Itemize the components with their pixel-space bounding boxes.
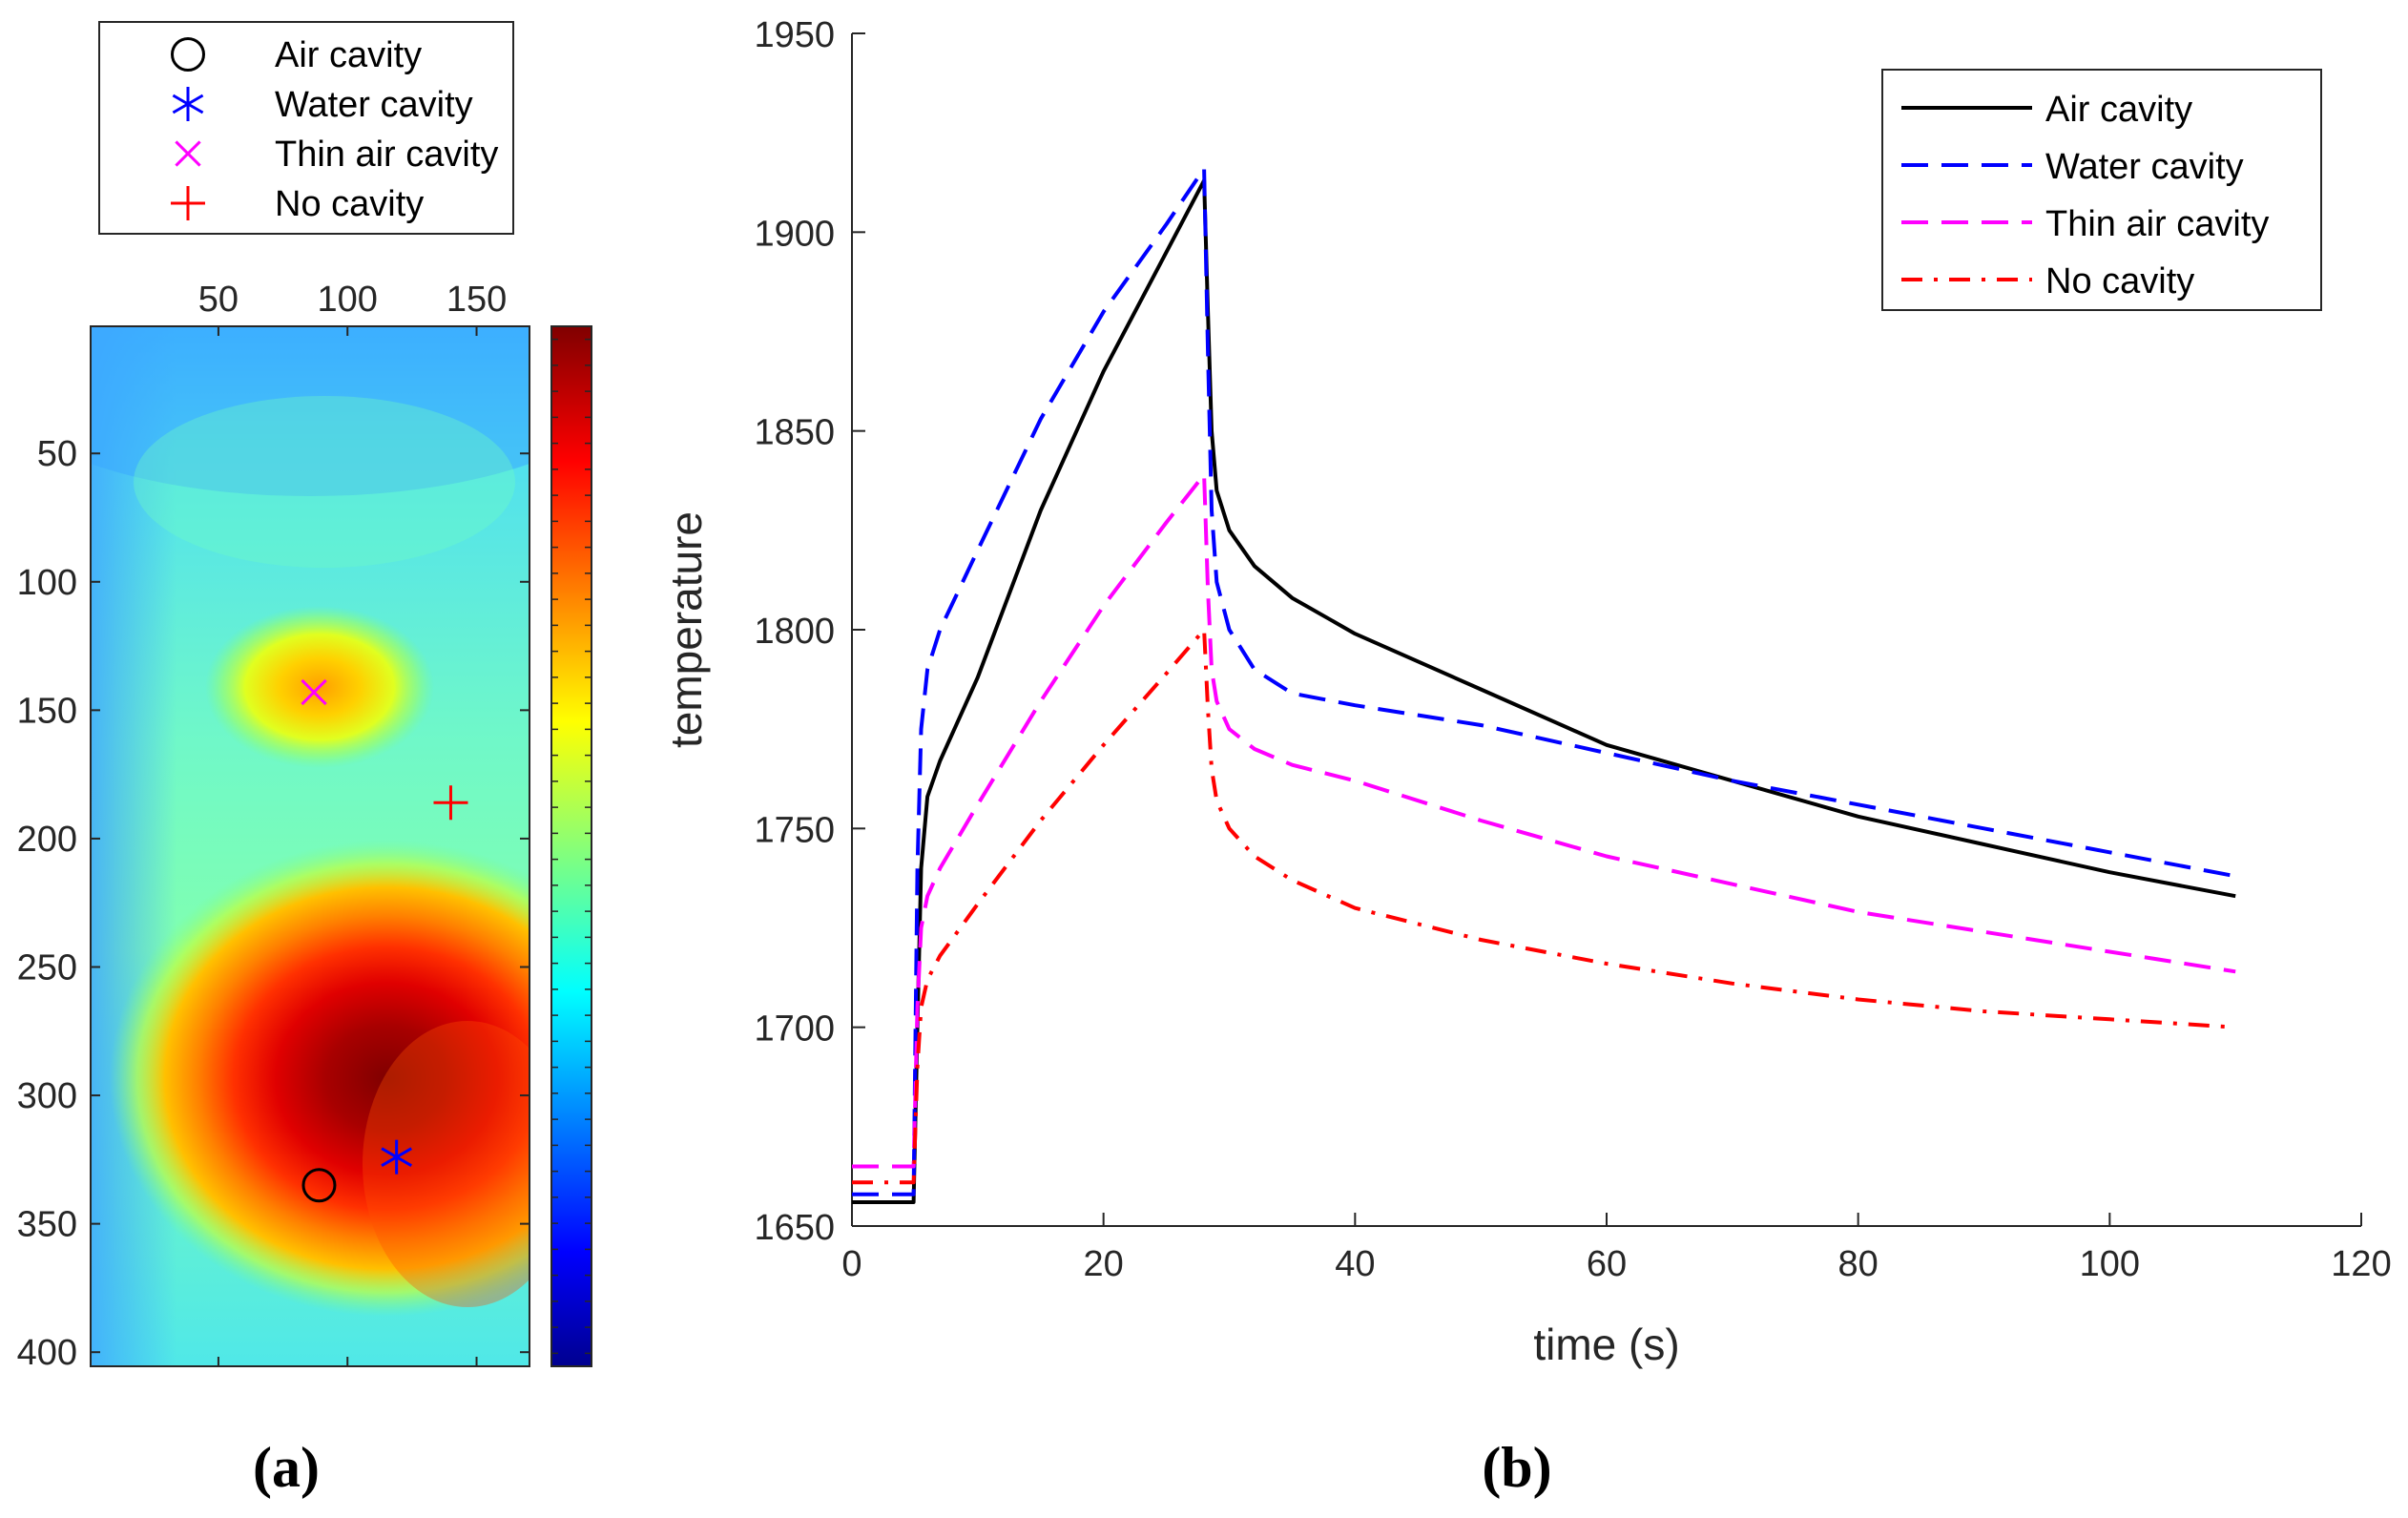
heatmap-frame bbox=[90, 325, 530, 1367]
heatmap-marker-plus-icon bbox=[433, 785, 468, 821]
y-tick-label: 1950 bbox=[754, 15, 835, 55]
line-chart-series bbox=[852, 166, 2236, 1204]
y-tick-label: 1750 bbox=[754, 810, 835, 850]
series-line-no-cavity bbox=[852, 628, 2236, 1185]
legend-b-label: Air cavity bbox=[2045, 90, 2192, 130]
x-tick-label: 0 bbox=[841, 1244, 861, 1284]
legend-a-marker-circle-icon bbox=[171, 37, 205, 72]
series-line-water-cavity bbox=[852, 166, 2236, 1196]
panel-a-legend: Air cavity Water cavity Thin air cavity No … bbox=[171, 35, 498, 224]
line-chart-axes: 0 20 40 60 80 100 120 1650 1700 1750 1800 1850 1900 1… bbox=[754, 15, 2391, 1284]
legend-b-label: Water cavity bbox=[2045, 147, 2244, 187]
heatmap-image bbox=[91, 326, 529, 1366]
legend-a-marker-x-icon bbox=[175, 140, 201, 167]
heatmap-y-tick-label: 200 bbox=[17, 820, 77, 860]
series-line-air-cavity bbox=[852, 178, 2236, 1204]
series-line-thin-air-cavity bbox=[852, 472, 2236, 1169]
x-tick-label: 40 bbox=[1335, 1244, 1375, 1284]
x-tick-label: 120 bbox=[2331, 1244, 2391, 1284]
panel-a: Air cavity Water cavity Thin air cavity No … bbox=[17, 21, 592, 1499]
heatmap-marker-x-icon bbox=[301, 678, 327, 706]
y-axis-label: temperature bbox=[661, 511, 711, 748]
y-tick-label: 1800 bbox=[754, 612, 835, 652]
x-tick-label: 20 bbox=[1084, 1244, 1124, 1284]
heatmap-y-tick-label: 400 bbox=[17, 1333, 77, 1373]
caption-b: (b) bbox=[1482, 1436, 1551, 1499]
heatmap-y-tick-label: 250 bbox=[17, 947, 77, 988]
colorbar bbox=[550, 325, 592, 1367]
heatmap-x-tick-label: 50 bbox=[198, 280, 239, 320]
heatmap-y-tick-label: 150 bbox=[17, 691, 77, 731]
heatmap-y-tick-label: 50 bbox=[37, 434, 77, 474]
legend-b-label: No cavity bbox=[2045, 261, 2194, 302]
heatmap-axes: 50 100 150 50 100 150 200 250 300 350 400 bbox=[17, 280, 529, 1373]
heatmap-y-tick-label: 350 bbox=[17, 1205, 77, 1245]
y-tick-label: 1700 bbox=[754, 1009, 835, 1050]
y-tick-label: 1650 bbox=[754, 1208, 835, 1248]
x-tick-label: 80 bbox=[1838, 1244, 1879, 1284]
y-tick-label: 1900 bbox=[754, 214, 835, 254]
heatmap-y-tick-label: 100 bbox=[17, 563, 77, 603]
heatmap-x-tick-label: 100 bbox=[318, 280, 378, 320]
legend-a-label: Thin air cavity bbox=[275, 135, 498, 175]
y-tick-label: 1850 bbox=[754, 413, 835, 453]
x-axis-label: time (s) bbox=[1533, 1320, 1679, 1369]
legend-a-marker-asterisk-icon bbox=[172, 87, 204, 121]
x-tick-label: 60 bbox=[1587, 1244, 1627, 1284]
legend-a-marker-plus-icon bbox=[171, 186, 205, 220]
x-tick-label: 100 bbox=[2080, 1244, 2140, 1284]
legend-a-label: No cavity bbox=[275, 184, 424, 224]
heatmap-x-tick-label: 150 bbox=[446, 280, 507, 320]
legend-b-label: Thin air cavity bbox=[2045, 204, 2269, 244]
heatmap-marker-asterisk-icon bbox=[381, 1139, 412, 1175]
colorbar-ticks bbox=[551, 338, 592, 1355]
legend-a-label: Water cavity bbox=[275, 85, 473, 125]
panel-a-legend-box bbox=[98, 21, 514, 235]
heatmap-marker-circle-icon bbox=[301, 1168, 337, 1203]
legend-a-label: Air cavity bbox=[275, 35, 422, 75]
caption-a: (a) bbox=[253, 1436, 320, 1499]
heatmap-y-tick-label: 300 bbox=[17, 1076, 77, 1116]
panel-b-legend: Air cavity Water cavity Thin air cavity No … bbox=[1901, 90, 2269, 302]
heatmap-markers bbox=[301, 678, 468, 1203]
panel-b: 0 20 40 60 80 100 120 1650 1700 1750 1800 1850 1900 1… bbox=[661, 15, 2392, 1499]
